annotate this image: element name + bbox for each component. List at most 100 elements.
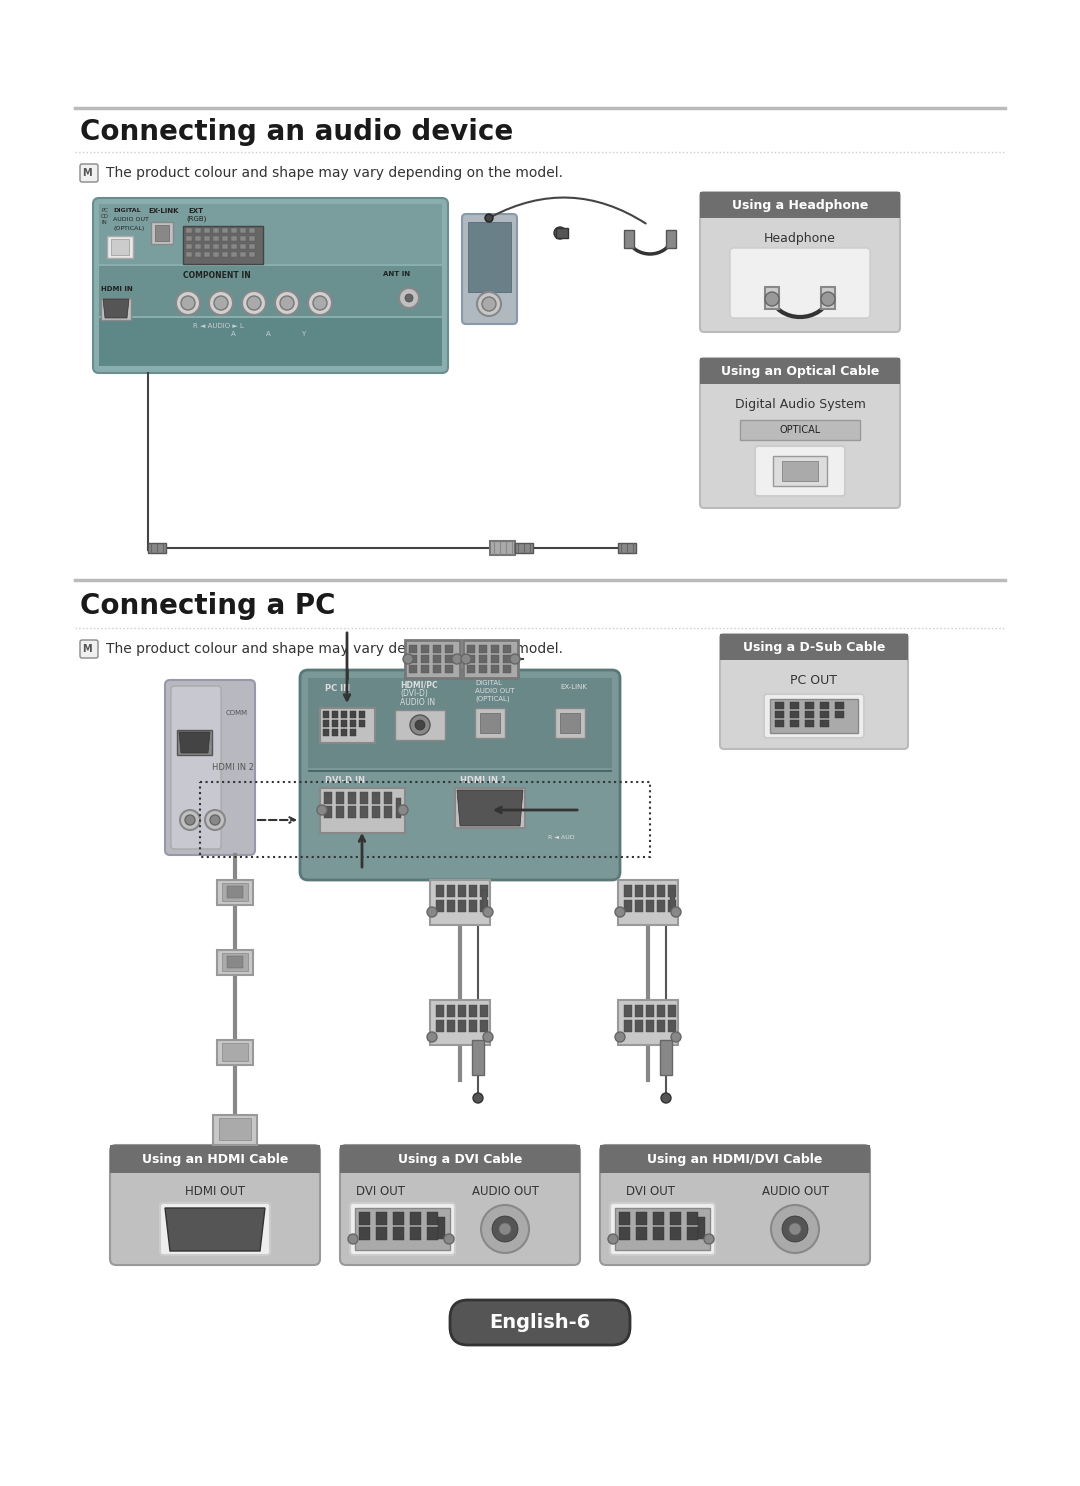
Bar	[222, 1043, 248, 1061]
FancyBboxPatch shape	[80, 163, 98, 181]
Bar	[217, 950, 253, 975]
Text: PC OUT: PC OUT	[791, 675, 837, 687]
Bar	[421, 666, 429, 673]
Bar	[111, 239, 129, 256]
Bar	[360, 792, 368, 804]
Bar	[213, 253, 219, 257]
Bar	[615, 1208, 710, 1250]
Bar	[195, 244, 201, 250]
Bar	[336, 792, 345, 804]
Circle shape	[481, 1205, 529, 1253]
Text: COMM: COMM	[226, 710, 248, 716]
Bar	[624, 230, 634, 248]
Bar	[619, 1227, 630, 1239]
Bar	[447, 1005, 455, 1016]
Circle shape	[461, 654, 471, 664]
Bar	[376, 1213, 387, 1224]
Bar	[421, 655, 429, 663]
Bar	[805, 710, 814, 718]
Bar	[480, 713, 500, 733]
Circle shape	[427, 1031, 437, 1042]
Circle shape	[427, 906, 437, 917]
Text: AUDIO OUT: AUDIO OUT	[113, 217, 149, 221]
Circle shape	[214, 296, 228, 311]
Text: HDMI/PC: HDMI/PC	[400, 681, 437, 690]
Bar	[447, 901, 455, 912]
Bar	[670, 1213, 681, 1224]
Text: A: A	[266, 331, 270, 337]
Bar	[653, 1213, 664, 1224]
Circle shape	[771, 1205, 819, 1253]
Text: Connecting a PC: Connecting a PC	[80, 591, 336, 620]
Bar	[789, 701, 799, 709]
Bar	[660, 1040, 672, 1074]
Bar	[775, 721, 784, 727]
Bar	[657, 1019, 665, 1031]
Bar	[350, 730, 356, 736]
Bar	[395, 710, 445, 740]
Text: COMPONENT IN: COMPONENT IN	[183, 270, 251, 279]
Bar	[669, 1005, 676, 1016]
Bar	[436, 901, 444, 912]
Circle shape	[308, 291, 332, 315]
Text: English-6: English-6	[489, 1312, 591, 1331]
Bar	[669, 901, 676, 912]
Text: (RGB): (RGB)	[186, 215, 206, 223]
Bar	[227, 886, 243, 898]
Circle shape	[313, 296, 327, 311]
Text: AUDIO IN: AUDIO IN	[400, 698, 435, 707]
Bar	[458, 1005, 465, 1016]
Text: PC IN: PC IN	[325, 684, 350, 692]
Bar	[217, 880, 253, 905]
Polygon shape	[165, 1208, 265, 1251]
Text: EX-LINK: EX-LINK	[561, 684, 586, 690]
Bar	[436, 1019, 444, 1031]
FancyBboxPatch shape	[171, 687, 221, 849]
Bar	[213, 236, 219, 241]
Circle shape	[510, 654, 519, 664]
Bar	[340, 1146, 580, 1172]
FancyBboxPatch shape	[730, 248, 870, 318]
Bar	[195, 236, 201, 241]
Bar	[372, 792, 380, 804]
Bar	[240, 244, 246, 250]
Bar	[491, 655, 499, 663]
Bar	[503, 666, 511, 673]
Circle shape	[482, 297, 496, 311]
Circle shape	[483, 906, 492, 917]
Bar	[515, 542, 534, 553]
Bar	[805, 721, 814, 727]
Bar	[110, 1146, 320, 1172]
Text: M: M	[82, 643, 92, 654]
Text: IN: IN	[102, 220, 107, 224]
Bar	[186, 227, 192, 233]
Bar	[636, 1213, 647, 1224]
Circle shape	[180, 810, 200, 831]
Bar	[409, 666, 417, 673]
Bar	[222, 883, 248, 901]
Bar	[359, 1227, 370, 1239]
Bar	[624, 1005, 632, 1016]
Bar	[687, 1213, 698, 1224]
Bar	[561, 713, 580, 733]
Bar	[341, 710, 347, 718]
Bar	[359, 710, 365, 718]
Bar	[204, 253, 210, 257]
Bar	[384, 792, 392, 804]
Bar	[156, 224, 168, 241]
Bar	[646, 901, 654, 912]
Text: Digital Audio System: Digital Audio System	[734, 398, 865, 412]
Text: R ◄ AUD: R ◄ AUD	[548, 835, 575, 840]
Bar	[409, 645, 417, 652]
Circle shape	[210, 291, 233, 315]
Circle shape	[615, 906, 625, 917]
Bar	[323, 730, 329, 736]
Bar	[341, 730, 347, 736]
Text: (OPTICAL): (OPTICAL)	[113, 226, 145, 230]
Bar	[183, 226, 264, 265]
Bar	[231, 253, 237, 257]
Bar	[438, 1217, 445, 1239]
Bar	[204, 244, 210, 250]
Bar	[249, 253, 255, 257]
Circle shape	[280, 296, 294, 311]
